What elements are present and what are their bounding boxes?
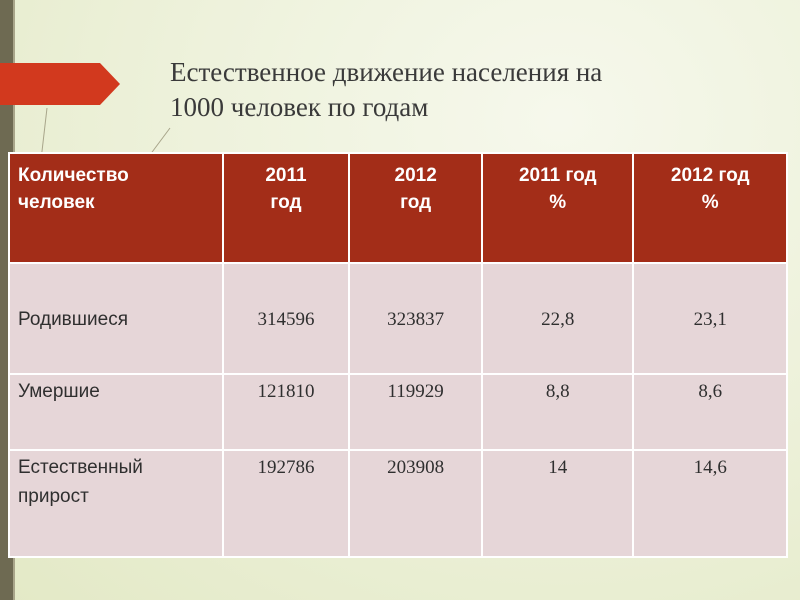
table-cell: 121810 bbox=[221, 373, 351, 451]
table-row-births: Родившиеся 314596 323837 22,8 23,1 bbox=[8, 262, 788, 375]
arrow-pointer-icon bbox=[0, 63, 120, 105]
header-cell-2012: 2012 год bbox=[348, 152, 483, 264]
header-text: человек bbox=[18, 192, 95, 213]
header-text: 2012 bbox=[394, 165, 437, 186]
row-label-text: Умершие bbox=[18, 381, 100, 402]
table-cell: 14,6 bbox=[632, 449, 788, 558]
header-text: 2011 год bbox=[518, 165, 597, 186]
header-text: % bbox=[701, 192, 719, 213]
title-line-1: Естественное движение населения на bbox=[170, 57, 603, 87]
table-cell: 323837 bbox=[348, 262, 483, 375]
table-cell: 119929 bbox=[348, 373, 483, 451]
table-cell: 203908 bbox=[348, 449, 483, 558]
header-text: Количество bbox=[18, 165, 129, 186]
row-label-text: прирост bbox=[18, 486, 89, 507]
header-text: год bbox=[270, 192, 302, 213]
row-label: Умершие bbox=[8, 373, 224, 451]
header-cell-count: Количество человек bbox=[8, 152, 224, 264]
table-cell: 8,8 bbox=[480, 373, 635, 451]
table-row-deaths: Умершие 121810 119929 8,8 8,6 bbox=[8, 373, 788, 451]
table-cell: 22,8 bbox=[480, 262, 635, 375]
header-text: 2011 bbox=[265, 165, 307, 186]
header-cell-2011: 2011 год bbox=[221, 152, 351, 264]
row-label-text: Естественный bbox=[18, 457, 143, 478]
table-cell: 192786 bbox=[221, 449, 351, 558]
table-row-natural-increase: Естественный прирост 192786 203908 14 14… bbox=[8, 449, 788, 558]
title-line-2: 1000 человек по годам bbox=[170, 92, 429, 122]
header-cell-2011-percent: 2011 год % bbox=[480, 152, 635, 264]
table-cell: 14 bbox=[480, 449, 635, 558]
header-cell-2012-percent: 2012 год % bbox=[632, 152, 788, 264]
population-table: Количество человек 2011 год 2012 год 201… bbox=[8, 152, 788, 558]
row-label: Естественный прирост bbox=[8, 449, 224, 558]
table-header-row: Количество человек 2011 год 2012 год 201… bbox=[8, 152, 788, 264]
header-text: год bbox=[400, 192, 432, 213]
table-cell: 314596 bbox=[221, 262, 351, 375]
row-label: Родившиеся bbox=[8, 262, 224, 375]
table-cell: 23,1 bbox=[632, 262, 788, 375]
header-text: 2012 год bbox=[670, 165, 750, 186]
table-cell: 8,6 bbox=[632, 373, 788, 451]
header-text: % bbox=[549, 192, 567, 213]
slide-title: Естественное движение населения на 1000 … bbox=[170, 55, 770, 125]
row-label-text: Родившиеся bbox=[18, 309, 128, 330]
